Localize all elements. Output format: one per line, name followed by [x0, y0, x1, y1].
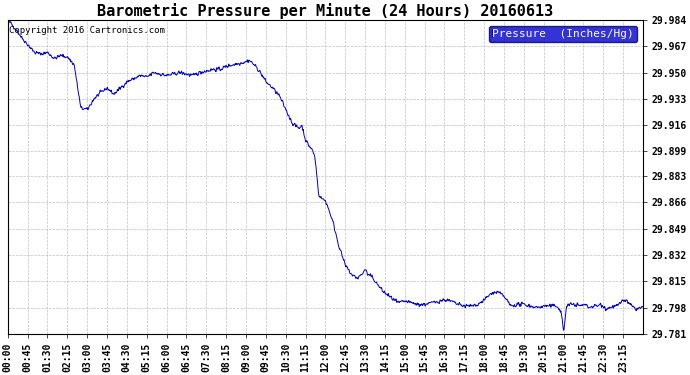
Legend: Pressure  (Inches/Hg): Pressure (Inches/Hg) — [489, 26, 638, 42]
Text: Copyright 2016 Cartronics.com: Copyright 2016 Cartronics.com — [9, 26, 165, 35]
Title: Barometric Pressure per Minute (24 Hours) 20160613: Barometric Pressure per Minute (24 Hours… — [97, 3, 553, 19]
